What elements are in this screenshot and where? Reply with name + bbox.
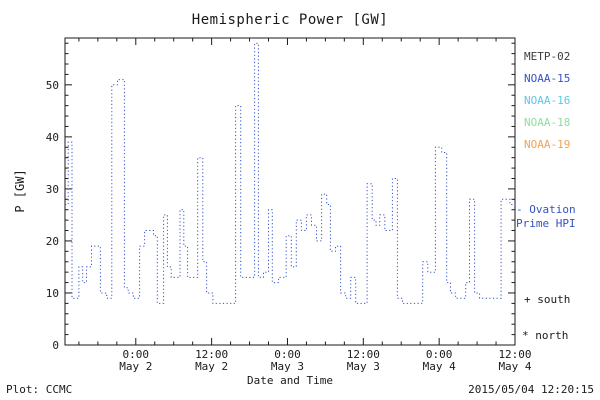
- x-tick-date: May 2: [195, 360, 228, 373]
- marker-key-north: * north: [522, 329, 569, 342]
- y-tick-label: 20: [46, 235, 59, 248]
- timestamp: 2015/05/04 12:20:15: [468, 383, 594, 396]
- y-tick-label: 10: [46, 287, 59, 300]
- x-tick-date: May 4: [423, 360, 456, 373]
- y-tick-label: 40: [46, 131, 59, 144]
- x-tick-time: 0:00: [426, 348, 453, 361]
- legend-item-metp-02: METP-02: [524, 50, 571, 63]
- plot-frame: [64, 37, 516, 346]
- y-tick-label: 30: [46, 183, 59, 196]
- legend-item-noaa-15: NOAA-15: [524, 72, 571, 85]
- x-axis-label: Date and Time: [246, 374, 334, 387]
- chart-title: Hemispheric Power [GW]: [191, 12, 389, 28]
- x-tick-date: May 4: [498, 360, 531, 373]
- y-tick-label: 0: [52, 339, 59, 352]
- x-tick-time: 12:00: [498, 348, 531, 361]
- x-tick-date: May 3: [271, 360, 304, 373]
- x-tick-date: May 3: [347, 360, 380, 373]
- y-tick-label: 50: [46, 79, 59, 92]
- legend: METP-02 NOAA-15 NOAA-16 NOAA-18 NOAA-19: [524, 46, 570, 156]
- x-tick-time: 12:00: [347, 348, 380, 361]
- plot-source: Plot: CCMC: [6, 383, 73, 396]
- annotation-ovation: - Ovation Prime HPI: [516, 203, 576, 231]
- annotation-ovation-line2: Prime HPI: [516, 217, 576, 230]
- annotation-ovation-line1: - Ovation: [516, 203, 576, 216]
- legend-item-noaa-19: NOAA-19: [524, 138, 571, 151]
- data-line-ovation-prime-hpi: [65, 42, 515, 304]
- x-tick-time: 0:00: [123, 348, 150, 361]
- legend-item-noaa-16: NOAA-16: [524, 94, 571, 107]
- x-tick-time: 0:00: [274, 348, 301, 361]
- legend-item-noaa-18: NOAA-18: [524, 116, 571, 129]
- y-axis-label: P [GW]: [13, 169, 27, 213]
- x-tick-date: May 2: [119, 360, 152, 373]
- marker-key-south: + south: [524, 293, 571, 306]
- x-tick-time: 12:00: [195, 348, 228, 361]
